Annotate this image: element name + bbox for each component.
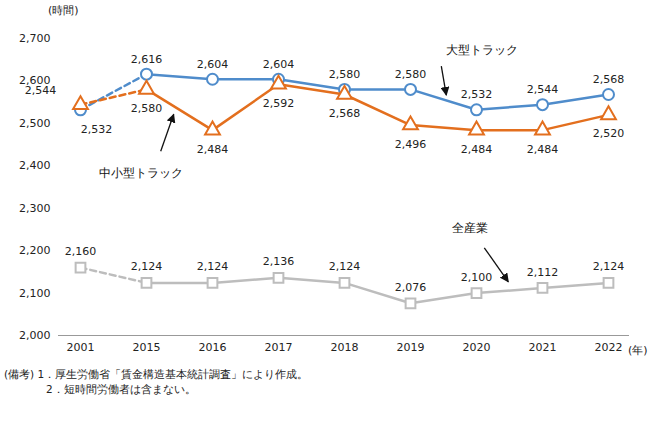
svg-text:2,200: 2,200 <box>19 244 51 257</box>
svg-text:中小型トラック: 中小型トラック <box>99 166 183 180</box>
svg-text:2,520: 2,520 <box>593 127 625 140</box>
svg-text:2,580: 2,580 <box>395 68 427 81</box>
svg-text:2,076: 2,076 <box>395 281 427 294</box>
svg-text:2022: 2022 <box>595 341 623 354</box>
svg-text:2,124: 2,124 <box>131 260 163 273</box>
svg-text:2,592: 2,592 <box>263 97 295 110</box>
svg-text:2,300: 2,300 <box>19 202 51 215</box>
svg-text:2,600: 2,600 <box>19 74 51 88</box>
svg-text:2017: 2017 <box>265 341 293 354</box>
svg-text:大型トラック: 大型トラック <box>446 43 518 57</box>
svg-text:2,532: 2,532 <box>461 88 493 101</box>
svg-text:全産業: 全産業 <box>452 221 488 235</box>
svg-text:2,124: 2,124 <box>329 260 361 273</box>
html-text:(備考) 1．厚生労働省「賃金構造基本統計調査」により作成。: (備考) 1．厚生労働省「賃金構造基本統計調査」により作成。 <box>4 368 309 380</box>
svg-text:2,100: 2,100 <box>461 271 493 284</box>
svg-text:2,100: 2,100 <box>19 287 51 300</box>
svg-text:2,580: 2,580 <box>329 68 361 81</box>
html-text:2．短時間労働者は含まない。: 2．短時間労働者は含まない。 <box>46 383 196 396</box>
svg-text:2,544: 2,544 <box>527 83 559 96</box>
svg-text:2,532: 2,532 <box>81 123 113 136</box>
svg-text:2,124: 2,124 <box>593 260 625 273</box>
svg-text:2,604: 2,604 <box>263 58 295 71</box>
svg-text:2,136: 2,136 <box>263 255 295 268</box>
svg-text:(年): (年) <box>628 344 648 357</box>
svg-text:2,544: 2,544 <box>25 84 57 97</box>
svg-text:2001: 2001 <box>67 341 95 354</box>
svg-text:2015: 2015 <box>133 341 161 354</box>
svg-text:2,616: 2,616 <box>131 53 163 66</box>
svg-text:2019: 2019 <box>397 341 425 354</box>
svg-text:2,496: 2,496 <box>395 138 427 151</box>
svg-text:2,568: 2,568 <box>593 73 625 86</box>
svg-text:2016: 2016 <box>199 341 227 354</box>
svg-text:2,700: 2,700 <box>19 32 51 45</box>
svg-text:2,160: 2,160 <box>65 245 97 258</box>
svg-text:2,112: 2,112 <box>527 266 559 279</box>
svg-text:2021: 2021 <box>529 341 557 354</box>
svg-text:2,568: 2,568 <box>329 107 361 120</box>
svg-text:2,484: 2,484 <box>461 143 493 156</box>
svg-text:2,484: 2,484 <box>197 143 229 156</box>
svg-text:2,604: 2,604 <box>197 58 229 71</box>
svg-text:2020: 2020 <box>463 341 491 354</box>
svg-text:2,000: 2,000 <box>19 329 51 342</box>
svg-text:2,124: 2,124 <box>197 260 229 273</box>
svg-text:2018: 2018 <box>331 341 359 354</box>
svg-text:2,580: 2,580 <box>131 102 163 115</box>
svg-text:2,484: 2,484 <box>527 143 559 156</box>
svg-text:(時間): (時間) <box>48 4 79 17</box>
svg-text:2,500: 2,500 <box>19 117 51 130</box>
svg-text:2,400: 2,400 <box>19 159 51 172</box>
